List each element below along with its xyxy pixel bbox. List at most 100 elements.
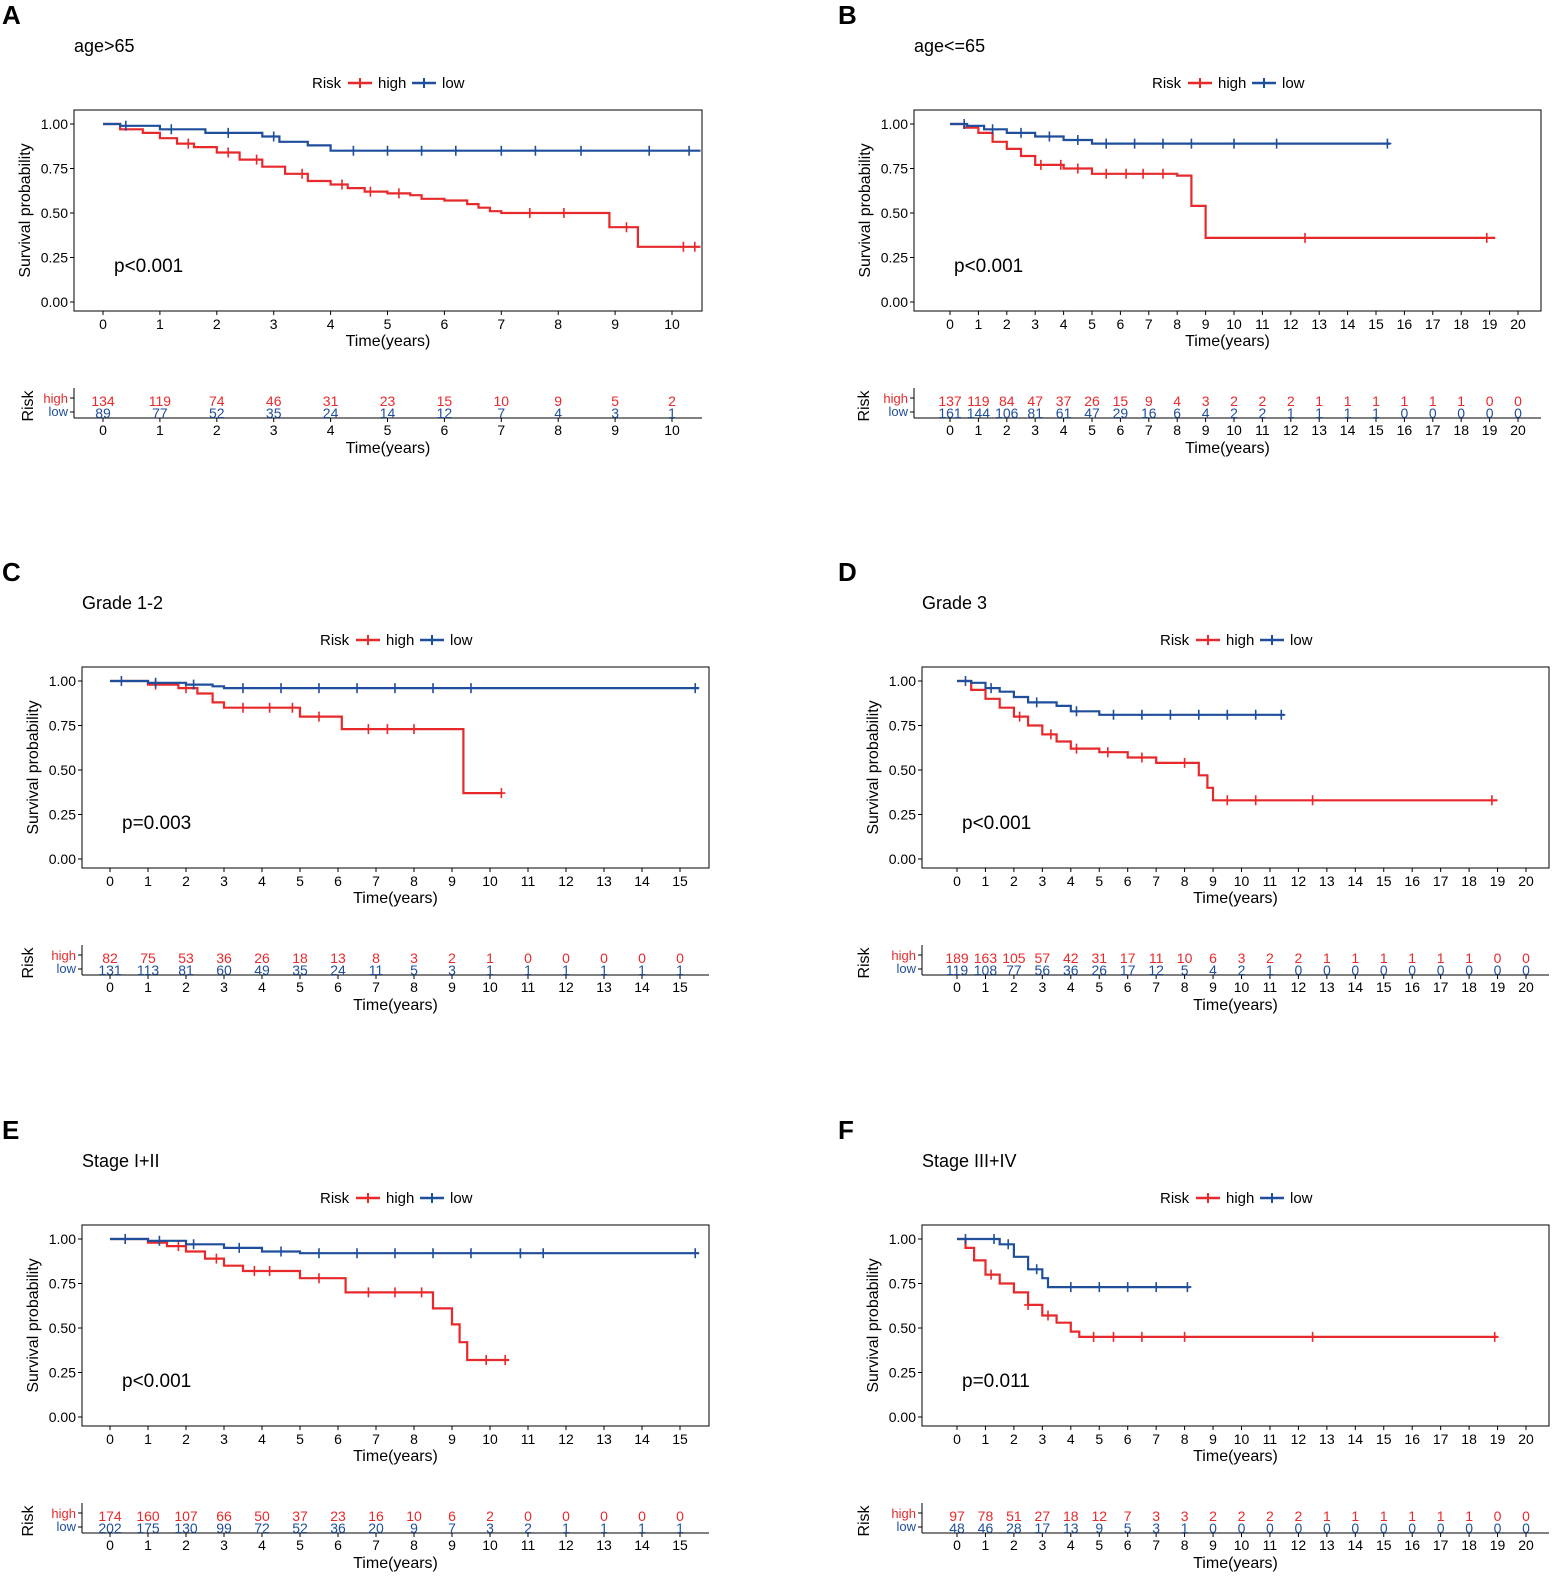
risk-count-low: 12: [1148, 962, 1164, 978]
risk-count-low: 77: [152, 405, 168, 421]
risk-x-tick-label: 13: [1319, 1537, 1335, 1553]
censor-mark-low: [277, 1246, 285, 1257]
x-tick-label: 6: [1117, 316, 1125, 332]
risk-table-y-label: Risk: [20, 1504, 37, 1536]
risk-x-tick-label: 16: [1404, 1537, 1420, 1553]
x-tick-label: 7: [497, 316, 505, 332]
risk-count-high: 36: [216, 950, 232, 966]
x-tick-label: 8: [1181, 1431, 1189, 1447]
risk-count-high: 0: [638, 950, 646, 966]
risk-x-tick-label: 11: [1255, 422, 1270, 438]
risk-x-tick-label: 4: [327, 422, 335, 438]
risk-x-tick-label: 20: [1518, 979, 1534, 995]
x-tick-label: 5: [1095, 1431, 1103, 1447]
x-tick-label: 0: [946, 316, 954, 332]
risk-count-low: 1: [600, 962, 608, 978]
x-tick-label: 2: [213, 316, 221, 332]
risk-count-high: 13: [330, 950, 346, 966]
risk-x-tick-label: 18: [1461, 979, 1477, 995]
x-tick-label: 12: [1291, 873, 1307, 889]
risk-x-tick-label: 15: [1376, 1537, 1392, 1553]
risk-row-label-high: high: [43, 391, 68, 406]
risk-count-low: 108: [974, 962, 998, 978]
censor-mark-low: [391, 683, 399, 694]
risk-count-high: 23: [380, 393, 396, 409]
x-tick-label: 5: [1095, 873, 1103, 889]
risk-x-tick-label: 19: [1490, 1537, 1506, 1553]
y-tick-label: 0.25: [889, 1365, 916, 1381]
x-tick-label: 8: [410, 1431, 418, 1447]
km-curve-high: [957, 1237, 1498, 1338]
x-tick-label: 4: [1067, 1431, 1075, 1447]
censor-mark-high: [1103, 747, 1112, 758]
x-tick-label: 10: [664, 316, 680, 332]
x-tick-label: 14: [1340, 316, 1356, 332]
risk-x-tick-label: 14: [634, 979, 650, 995]
x-tick-label: 2: [1010, 1431, 1018, 1447]
x-tick-label: 15: [1368, 316, 1384, 332]
censor-mark-low: [1272, 138, 1281, 149]
risk-count-high: 18: [1063, 1508, 1079, 1524]
risk-x-tick-label: 2: [182, 979, 190, 995]
x-tick-label: 12: [558, 873, 574, 889]
censor-mark-high: [174, 1241, 183, 1252]
censor-mark-high: [1046, 729, 1055, 740]
risk-count-high: 3: [1202, 393, 1210, 409]
risk-count-high: 7: [1124, 1508, 1132, 1524]
risk-row-label-high: high: [51, 948, 76, 963]
x-tick-label: 15: [672, 1431, 688, 1447]
risk-table-y-label: Risk: [20, 389, 37, 421]
risk-x-tick-label: 2: [1010, 979, 1018, 995]
risk-count-low: 0: [1408, 962, 1416, 978]
risk-count-low: 0: [1494, 962, 1502, 978]
x-tick-label: 5: [296, 873, 304, 889]
risk-count-low: 1: [1287, 405, 1295, 421]
risk-count-high: 11: [1149, 950, 1164, 966]
risk-x-tick-label: 18: [1461, 1537, 1477, 1553]
risk-count-high: 2: [1295, 1508, 1303, 1524]
y-tick-label: 0.75: [881, 161, 908, 177]
censor-mark-high: [224, 147, 233, 158]
risk-count-high: 9: [554, 393, 562, 409]
x-tick-label: 0: [99, 316, 107, 332]
risk-row-label-low: low: [48, 404, 68, 419]
censor-mark-low: [1183, 1282, 1192, 1293]
x-tick-label: 1: [156, 316, 164, 332]
risk-count-high: 31: [323, 393, 339, 409]
risk-count-high: 3: [1181, 1508, 1189, 1524]
risk-x-tick-label: 8: [554, 422, 562, 438]
risk-count-high: 82: [102, 950, 118, 966]
risk-count-low: 2: [1259, 405, 1267, 421]
risk-x-tick-label: 11: [1263, 979, 1278, 995]
risk-x-tick-label: 12: [1283, 422, 1299, 438]
x-tick-label: 11: [521, 873, 536, 889]
risk-count-high: 1: [1351, 950, 1359, 966]
risk-count-high: 0: [600, 1508, 608, 1524]
km-curve-low: [110, 1237, 699, 1255]
legend-title: Risk: [1160, 1190, 1190, 1207]
risk-x-tick-label: 10: [1234, 1537, 1250, 1553]
risk-count-low: 81: [178, 962, 194, 978]
y-tick-label: 1.00: [889, 1231, 916, 1247]
risk-count-high: 0: [600, 950, 608, 966]
censor-mark-high: [1308, 1331, 1317, 1342]
x-tick-label: 12: [1291, 1431, 1307, 1447]
censor-mark-low: [151, 677, 160, 688]
risk-count-low: 1: [1344, 405, 1352, 421]
censor-mark-low: [353, 1248, 361, 1259]
risk-x-tick-label: 9: [1202, 422, 1210, 438]
risk-count-low: 1: [562, 962, 570, 978]
y-tick-label: 0.25: [881, 250, 908, 266]
censor-mark-low: [1073, 135, 1082, 145]
legend-title: Risk: [320, 632, 350, 649]
x-tick-label: 7: [372, 1431, 380, 1447]
y-axis-label: Survival probability: [865, 700, 882, 834]
risk-count-high: 105: [1002, 950, 1026, 966]
risk-x-tick-label: 8: [1173, 422, 1181, 438]
x-tick-label: 15: [1376, 873, 1392, 889]
risk-count-high: 47: [1027, 393, 1043, 409]
y-axis-label: Survival probability: [17, 143, 34, 277]
x-axis-label: Time(years): [353, 890, 438, 907]
censor-mark-low: [1072, 706, 1081, 717]
